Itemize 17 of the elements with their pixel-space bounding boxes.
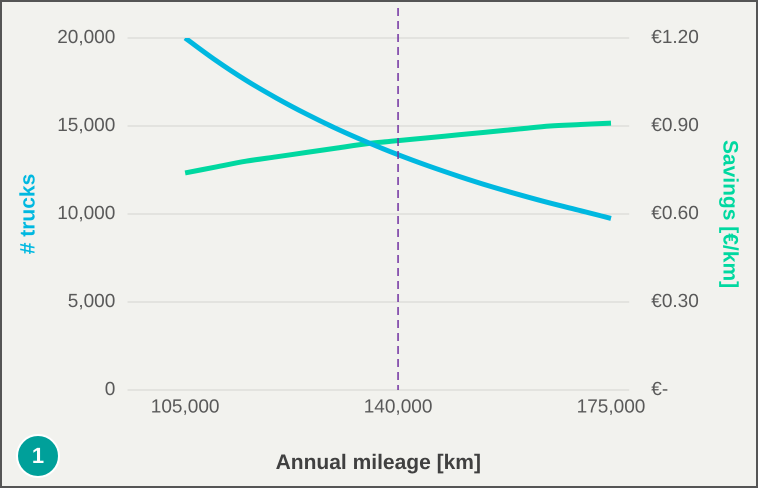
y2-tick-label: €1.20: [651, 27, 699, 48]
y-tick-label: 5,000: [68, 291, 116, 312]
text: 1: [16, 434, 60, 478]
x-tick-label: 140,000: [364, 396, 432, 418]
y2-tick-label: €0.90: [651, 115, 699, 136]
y-tick-label: 15,000: [57, 115, 116, 136]
y-tick-label: 0: [104, 379, 116, 400]
y2-tick-label: €0.30: [651, 291, 699, 312]
y2-tick-label: €-: [651, 379, 668, 400]
y-tick-label: 10,000: [57, 203, 116, 224]
x-tick-label: 175,000: [576, 396, 646, 418]
x-axis-title: Annual mileage [km]: [276, 451, 481, 474]
y2-axis-title: Savings [€/km]: [718, 140, 742, 288]
x-tick-label: 105,000: [150, 396, 220, 418]
y-axis-title: # trucks: [16, 174, 40, 254]
y-tick-label: 20,000: [57, 27, 116, 48]
y2-tick-label: €0.60: [651, 203, 699, 224]
